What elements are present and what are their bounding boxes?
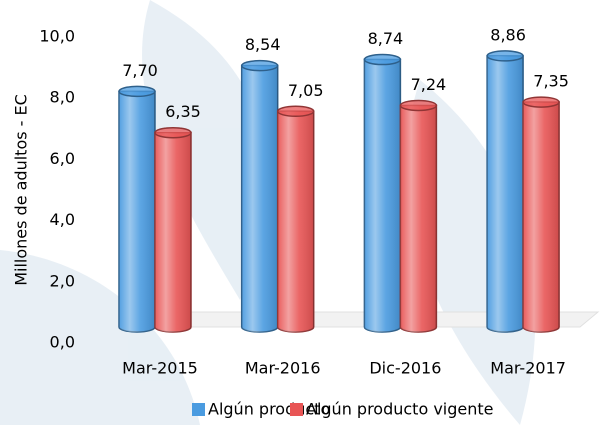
bar [364, 55, 400, 332]
y-axis-label: Millones de adultos - EC [12, 94, 31, 286]
cylinder-shine [119, 91, 155, 332]
cylinder-top [364, 55, 400, 65]
x-tick-label: Mar-2015 [122, 359, 198, 378]
cylinder-top [278, 106, 314, 116]
bar [119, 86, 155, 332]
y-tick-label: 8,0 [50, 88, 75, 107]
bar [155, 128, 191, 332]
cylinder-shine [523, 102, 559, 332]
data-label: 7,24 [411, 75, 447, 94]
cylinder-top [119, 86, 155, 96]
cylinder-shine [242, 66, 278, 332]
bar [400, 100, 436, 332]
data-label: 7,70 [122, 61, 158, 80]
data-label: 7,35 [533, 72, 569, 91]
x-tick-label: Dic-2016 [369, 359, 441, 378]
chart: Millones de adultos - EC 0,0 2,0 4,0 6,0 8,0… [0, 0, 615, 425]
cylinder-shine [400, 105, 436, 332]
x-tick-label: Mar-2017 [490, 359, 566, 378]
legend-swatch [290, 403, 303, 416]
bar [278, 106, 314, 332]
data-label: 8,86 [490, 25, 526, 44]
cylinder-top [242, 61, 278, 71]
y-tick-label: 4,0 [50, 210, 75, 229]
cylinder-shine [155, 133, 191, 332]
x-tick-label: Mar-2016 [245, 359, 321, 378]
cylinder-top [155, 128, 191, 138]
bar [242, 61, 278, 332]
cylinder-top [487, 51, 523, 61]
bar [487, 51, 523, 332]
data-label: 8,54 [245, 35, 281, 54]
cylinder-shine [487, 56, 523, 332]
data-label: 7,05 [288, 81, 324, 100]
cylinder-top [523, 97, 559, 107]
cylinder-shine [278, 111, 314, 332]
data-label: 8,74 [368, 29, 404, 48]
cylinder-top [400, 100, 436, 110]
y-tick-label: 6,0 [50, 149, 75, 168]
y-tick-label: 10,0 [39, 27, 75, 46]
y-tick-label: 2,0 [50, 271, 75, 290]
data-label: 6,35 [165, 102, 201, 121]
bar [523, 97, 559, 332]
legend-label: Algún producto vigente [306, 400, 494, 419]
y-tick-label: 0,0 [50, 333, 75, 352]
cylinder-shine [364, 60, 400, 332]
legend-swatch [192, 403, 205, 416]
